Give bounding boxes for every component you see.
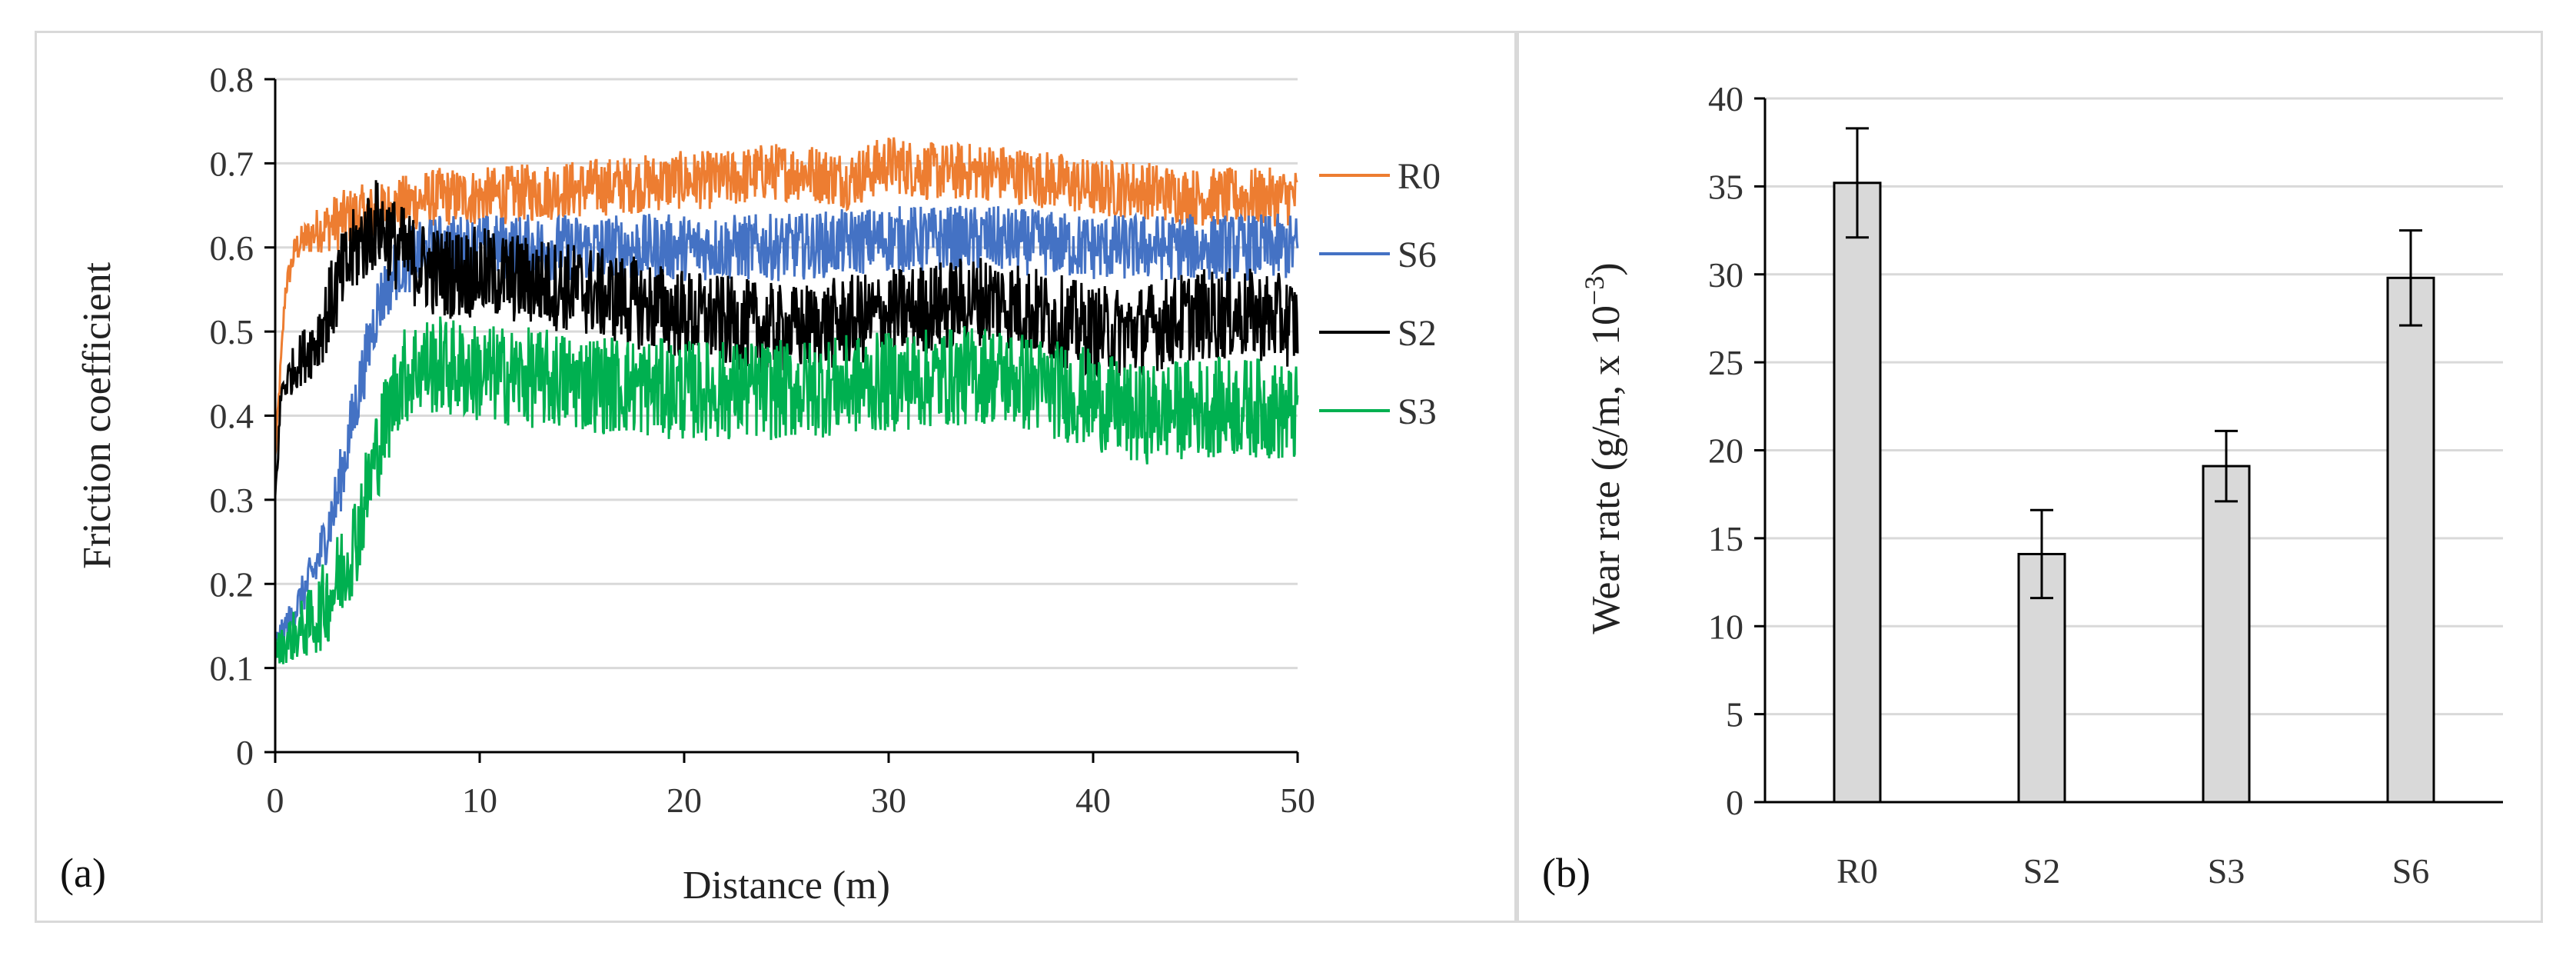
y-tick-label: 25 — [1708, 343, 1743, 382]
y-tick-label: 15 — [1708, 519, 1743, 558]
category-label-s6: S6 — [2392, 851, 2430, 891]
legend-label-s3: S3 — [1398, 391, 1437, 432]
legend-label-r0: R0 — [1398, 156, 1441, 197]
series-line-s3 — [274, 316, 1299, 664]
bar-r0 — [1833, 181, 1882, 804]
x-tick-label: 40 — [1075, 781, 1111, 820]
friction-chart: 0 0.1 0.2 0.3 0.4 0.5 0.6 0.7 0.8 0 10 20 30 40 50 R0 S6… — [60, 60, 1441, 907]
y-tick-label: 0 — [236, 733, 254, 772]
x-tick-label: 0 — [267, 781, 284, 820]
series-line-r0 — [274, 137, 1298, 455]
y-tick-label: 0 — [1726, 783, 1743, 822]
x-tick-label: 50 — [1280, 781, 1315, 820]
category-label-s3: S3 — [2208, 851, 2245, 891]
friction-chart-panel: 0 0.1 0.2 0.3 0.4 0.5 0.6 0.7 0.8 0 10 20 30 40 50 R0 S6… — [35, 31, 1517, 923]
legend-label-s2: S2 — [1398, 313, 1437, 354]
bar-s3 — [2202, 465, 2251, 804]
y-tick-label: 30 — [1708, 255, 1743, 295]
y-tick-label: 5 — [1726, 695, 1743, 734]
category-label-s2: S2 — [2023, 851, 2061, 891]
wear-rate-chart-panel: 0 5 10 15 20 25 30 35 40 R0 S2 S3 S6 Wear rate (g/m, … — [1517, 31, 2543, 923]
panel-label-a: (a) — [60, 850, 106, 896]
y-tick-label: 0.6 — [210, 228, 254, 268]
legend-label-s6: S6 — [1398, 235, 1437, 275]
y-tick-label: 40 — [1708, 79, 1743, 118]
y-tick-label: 0.7 — [210, 144, 254, 183]
x-axis-title: Distance (m) — [683, 864, 890, 907]
wear-rate-chart: 0 5 10 15 20 25 30 35 40 R0 S2 S3 S6 Wear rate (g/m, … — [1542, 79, 2503, 896]
x-tick-label: 30 — [871, 781, 906, 820]
y-tick-label: 0.2 — [210, 564, 254, 604]
panel-label-b: (b) — [1542, 850, 1590, 896]
y-tick-label: 0.8 — [210, 60, 254, 99]
x-tick-label: 20 — [666, 781, 702, 820]
category-label-r0: R0 — [1836, 851, 1878, 891]
y-tick-label: 0.5 — [210, 312, 254, 351]
y-tick-label: 20 — [1708, 431, 1743, 471]
y-tick-label: 10 — [1708, 607, 1743, 646]
x-tick-label: 10 — [462, 781, 497, 820]
y-tick-label: 0.4 — [210, 397, 254, 436]
y-tick-label: 0.1 — [210, 649, 254, 688]
y-tick-label: 35 — [1708, 167, 1743, 206]
y-axis-title: Wear rate (g/m, x 10−3) — [1579, 262, 1628, 634]
bar-s6 — [2386, 276, 2435, 804]
y-axis-title: Friction coefficient — [75, 261, 119, 569]
y-tick-label: 0.3 — [210, 481, 254, 520]
